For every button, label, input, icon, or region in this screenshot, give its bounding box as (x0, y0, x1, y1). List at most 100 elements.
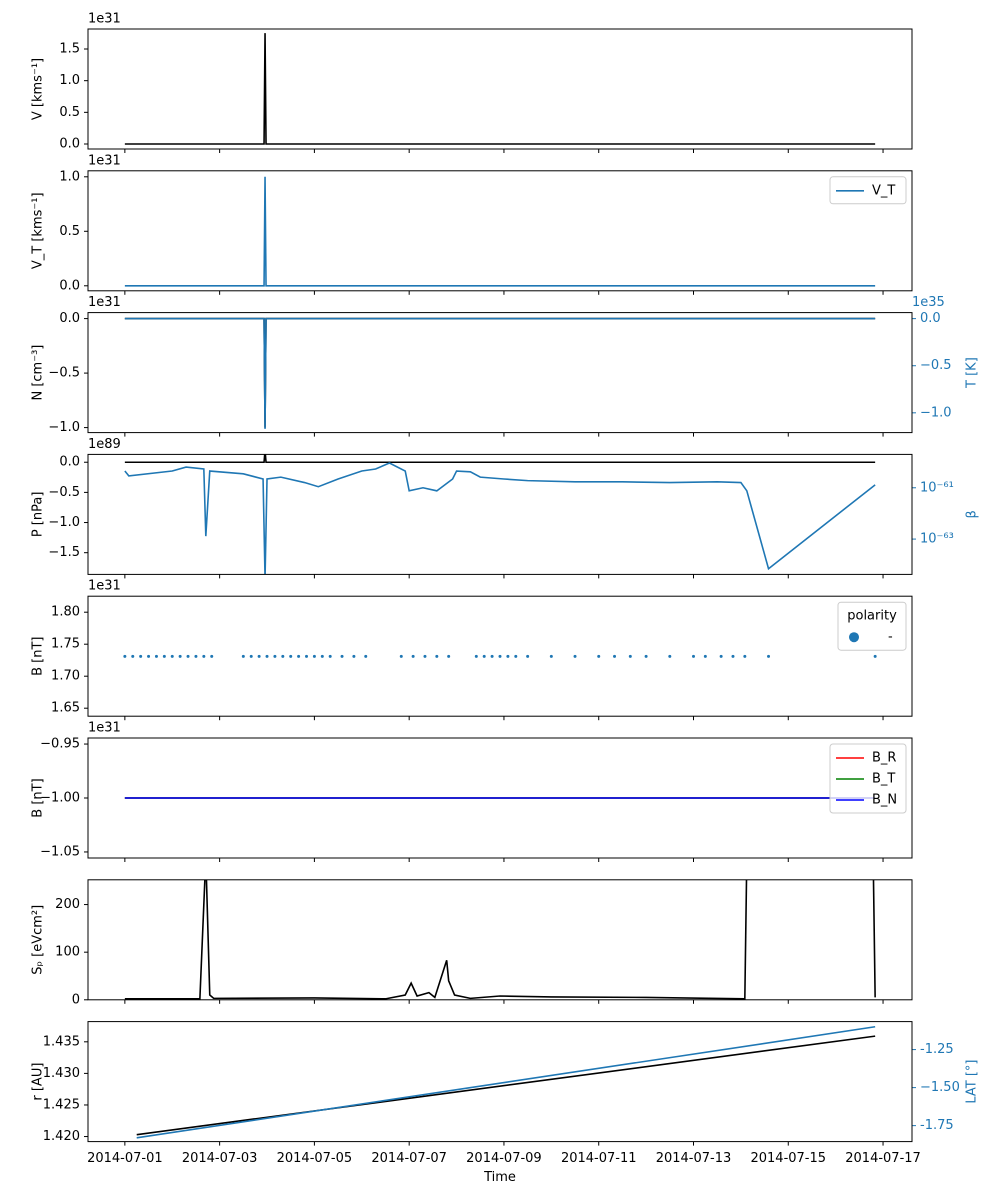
scatter-point (131, 654, 135, 658)
y-tick-label: −1.05 (40, 844, 80, 859)
y-tick-label: 0.5 (59, 105, 80, 120)
scatter-point (691, 654, 695, 658)
y2-offset-label: 1e35 (912, 295, 945, 310)
scatter-point (305, 654, 309, 658)
legend-label: B_N (872, 793, 897, 808)
y-axis-label: B [nT] (31, 778, 46, 817)
y-tick-label: 1.425 (43, 1097, 80, 1112)
axes-frame (87, 28, 913, 150)
series-line (124, 176, 876, 287)
plot-area (124, 317, 876, 429)
scatter-point (265, 654, 269, 658)
scatter-point (273, 654, 277, 658)
scatter-point (549, 654, 553, 658)
y-offset-label: 1e89 (88, 437, 121, 452)
series-line (136, 1035, 876, 1136)
scatter-point (506, 654, 510, 658)
y2-tick-label: −1.0 (920, 405, 952, 420)
axes-frame (87, 1021, 913, 1143)
y-tick-label: −0.5 (48, 366, 80, 381)
y-tick-label: −1.0 (48, 420, 80, 435)
y-axis-label: V [kms⁻¹] (31, 58, 46, 120)
x-tick-label: 2014-07-07 (371, 1151, 447, 1166)
scatter-point (474, 654, 478, 658)
y-tick-label: −0.95 (40, 737, 80, 752)
y2-tick-label: 0.0 (920, 311, 941, 326)
axes-frame (87, 879, 913, 1001)
scatter-point (731, 654, 735, 658)
axes-frame (87, 595, 913, 717)
scatter-point (194, 654, 198, 658)
y-tick-label: 1.5 (59, 42, 80, 57)
legend-title: polarity (847, 609, 897, 624)
plot-area (123, 654, 877, 658)
plot-area (136, 1025, 876, 1139)
y-tick-label: 0.0 (59, 136, 80, 151)
y-tick-label: 200 (55, 897, 80, 912)
plot-area (124, 879, 876, 1000)
x-axis-label: Time (483, 1170, 516, 1185)
scatter-point (498, 654, 502, 658)
scatter-point (186, 654, 190, 658)
plot-area (124, 454, 876, 575)
y-tick-label: 1.65 (51, 701, 80, 716)
scatter-point (170, 654, 174, 658)
scatter-point (719, 654, 723, 658)
y2-tick-label: -1.75 (920, 1118, 954, 1133)
scatter-point (147, 654, 151, 658)
scatter-point (743, 654, 747, 658)
x-tick-label: 2014-07-17 (845, 1151, 921, 1166)
y2-tick-label: −1.50 (920, 1080, 960, 1095)
scatter-point (312, 654, 316, 658)
scatter-point (613, 654, 617, 658)
scatter-point (490, 654, 494, 658)
x-tick-label: 2014-07-13 (656, 1151, 732, 1166)
scatter-point (249, 654, 253, 658)
scatter-point (411, 654, 415, 658)
axes-frame (87, 453, 913, 575)
scatter-point (703, 654, 707, 658)
scatter-point (628, 654, 632, 658)
scatter-point (162, 654, 166, 658)
scatter-point (154, 654, 158, 658)
y-axis-label: V_T [kms⁻¹] (31, 192, 46, 269)
scatter-point (668, 654, 672, 658)
scatter-point (241, 654, 245, 658)
y-tick-label: −1.00 (40, 791, 80, 806)
scatter-point (767, 654, 771, 658)
scatter-point (447, 654, 451, 658)
legend-box (829, 176, 907, 205)
y-tick-label: 100 (55, 945, 80, 960)
scatter-point (257, 654, 261, 658)
scatter-point (289, 654, 293, 658)
scatter-point (597, 654, 601, 658)
axes-frame (87, 312, 913, 434)
x-tick-label: 2014-07-09 (466, 1151, 542, 1166)
y2-axis-label: β (965, 510, 980, 518)
scatter-point (297, 654, 301, 658)
scatter-point (435, 654, 439, 658)
scatter-point (364, 654, 368, 658)
x-tick-label: 2014-07-01 (87, 1151, 163, 1166)
x-tick-label: 2014-07-03 (182, 1151, 258, 1166)
legend-label: V_T (872, 183, 895, 198)
scatter-point (573, 654, 577, 658)
scatter-point (482, 654, 486, 658)
scatter-point (352, 654, 356, 658)
scatter-point (514, 654, 518, 658)
legend-box (829, 743, 907, 814)
legend-label: B_T (872, 772, 895, 787)
y-tick-label: −1.5 (48, 545, 80, 560)
y-axis-label: B [nT] (31, 637, 46, 676)
scatter-point (399, 654, 403, 658)
y-offset-label: 1e31 (88, 721, 121, 736)
y-tick-label: 1.0 (59, 169, 80, 184)
y2-axis-label: LAT [°] (965, 1060, 980, 1104)
x-tick-label: 2014-07-05 (277, 1151, 353, 1166)
series-line (124, 454, 876, 464)
series-line (136, 1025, 876, 1139)
legend-label: B_R (872, 751, 896, 766)
x-tick-label: 2014-07-11 (561, 1151, 637, 1166)
series-line (124, 879, 876, 1000)
